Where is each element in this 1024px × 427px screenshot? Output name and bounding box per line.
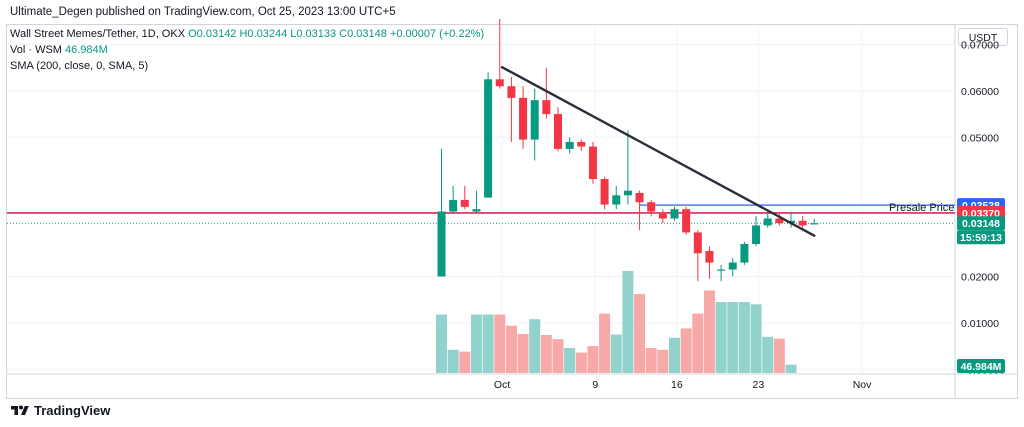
legend-volume-row[interactable]: Vol · WSM 46.984M [10,44,108,56]
legend-volume-label: Vol · WSM [10,44,62,56]
legend-symbol-row: Wall Street Memes/Tether, 1D, OKX O0.031… [10,28,484,40]
tradingview-logo[interactable]: TradingView [10,403,110,418]
legend-volume-value: 46.984M [65,44,108,56]
currency-button[interactable]: USDT [958,28,1008,46]
legend-symbol[interactable]: Wall Street Memes/Tether, 1D, OKX [10,28,186,40]
publisher-line: Ultimate_Degen published on TradingView.… [10,6,396,18]
footer-brand: TradingView [34,403,111,418]
tradingview-logo-icon [11,405,29,415]
legend-sma-label: SMA (200, close, 0, SMA, 5) [10,60,149,72]
legend-ohlc: O0.03142 H0.03244 L0.03133 C0.03148 +0.0… [188,28,485,40]
legend-sma-row[interactable]: SMA (200, close, 0, SMA, 5) [10,60,148,72]
chart-frame [6,24,1018,399]
